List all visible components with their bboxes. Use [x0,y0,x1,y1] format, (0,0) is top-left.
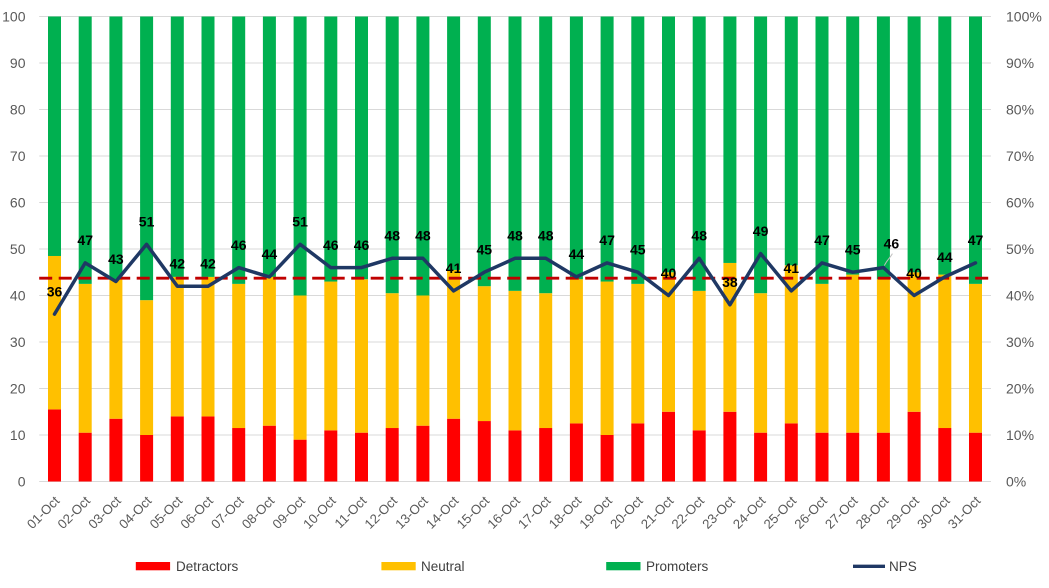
svg-text:30: 30 [10,334,26,350]
svg-text:50: 50 [10,241,26,257]
svg-text:47: 47 [968,232,984,248]
svg-text:20%: 20% [1006,381,1034,397]
svg-text:90: 90 [10,55,26,71]
svg-text:44: 44 [569,246,585,262]
svg-text:60%: 60% [1006,195,1034,211]
svg-text:48: 48 [538,228,554,244]
svg-text:45: 45 [630,242,646,258]
svg-text:90%: 90% [1006,55,1034,71]
svg-text:NPS: NPS [889,559,917,574]
svg-text:20: 20 [10,381,26,397]
svg-text:30%: 30% [1006,334,1034,350]
svg-text:80%: 80% [1006,102,1034,118]
svg-text:46: 46 [354,237,370,253]
svg-text:46: 46 [884,235,900,251]
svg-text:70: 70 [10,148,26,164]
svg-text:42: 42 [170,256,186,272]
svg-text:10: 10 [10,427,26,443]
svg-text:0%: 0% [1006,474,1026,490]
svg-text:70%: 70% [1006,148,1034,164]
svg-text:45: 45 [477,242,493,258]
svg-text:80: 80 [10,102,26,118]
svg-text:40: 40 [661,265,677,281]
svg-text:40: 40 [906,265,922,281]
svg-text:Detractors: Detractors [176,559,239,574]
svg-text:51: 51 [139,214,155,230]
svg-text:40%: 40% [1006,288,1034,304]
svg-text:100%: 100% [1006,9,1042,25]
svg-text:47: 47 [814,232,830,248]
svg-text:48: 48 [507,228,523,244]
svg-text:41: 41 [784,260,800,276]
svg-text:Neutral: Neutral [421,559,465,574]
svg-text:10%: 10% [1006,427,1034,443]
svg-text:43: 43 [108,251,124,267]
svg-text:40: 40 [10,288,26,304]
svg-text:47: 47 [599,232,615,248]
svg-text:0: 0 [18,474,26,490]
svg-text:50%: 50% [1006,241,1034,257]
svg-text:42: 42 [200,256,216,272]
svg-text:Promoters: Promoters [646,559,709,574]
svg-text:46: 46 [323,237,339,253]
svg-text:48: 48 [384,228,400,244]
svg-text:45: 45 [845,242,861,258]
svg-text:51: 51 [292,214,308,230]
svg-text:41: 41 [446,260,462,276]
svg-text:49: 49 [753,223,769,239]
svg-text:47: 47 [77,232,93,248]
svg-text:60: 60 [10,195,26,211]
svg-text:48: 48 [691,228,707,244]
svg-text:36: 36 [47,283,63,299]
svg-text:46: 46 [231,237,247,253]
svg-text:38: 38 [722,274,738,290]
svg-text:44: 44 [937,249,953,265]
svg-text:48: 48 [415,228,431,244]
svg-text:100: 100 [2,9,26,25]
svg-text:44: 44 [262,246,278,262]
